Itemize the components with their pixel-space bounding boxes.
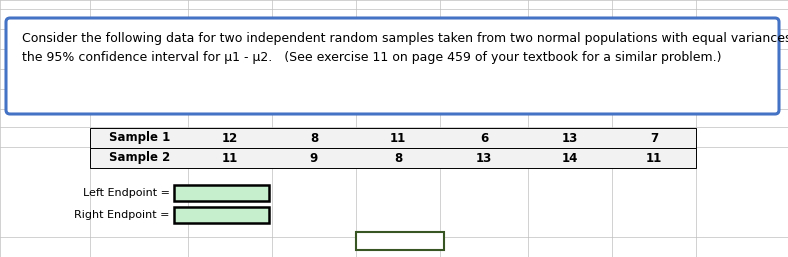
Text: 13: 13 <box>562 132 578 144</box>
Text: 9: 9 <box>310 151 318 164</box>
Text: Consider the following data for two independent random samples taken from two no: Consider the following data for two inde… <box>22 32 788 64</box>
Text: Sample 2: Sample 2 <box>110 151 171 164</box>
Text: Right Endpoint =: Right Endpoint = <box>75 210 170 220</box>
Bar <box>90 148 696 168</box>
Bar <box>356 232 444 250</box>
Text: Left Endpoint =: Left Endpoint = <box>83 188 170 198</box>
Text: 11: 11 <box>222 151 238 164</box>
Bar <box>174 207 269 223</box>
FancyBboxPatch shape <box>6 18 779 114</box>
Text: 12: 12 <box>222 132 238 144</box>
Text: 8: 8 <box>310 132 318 144</box>
Text: 11: 11 <box>390 132 406 144</box>
Text: 13: 13 <box>476 151 492 164</box>
Text: 14: 14 <box>562 151 578 164</box>
Text: Sample 1: Sample 1 <box>110 132 171 144</box>
Bar <box>174 185 269 201</box>
Text: 8: 8 <box>394 151 402 164</box>
Text: 11: 11 <box>646 151 662 164</box>
Bar <box>90 128 696 148</box>
Text: 6: 6 <box>480 132 488 144</box>
Text: 7: 7 <box>650 132 658 144</box>
